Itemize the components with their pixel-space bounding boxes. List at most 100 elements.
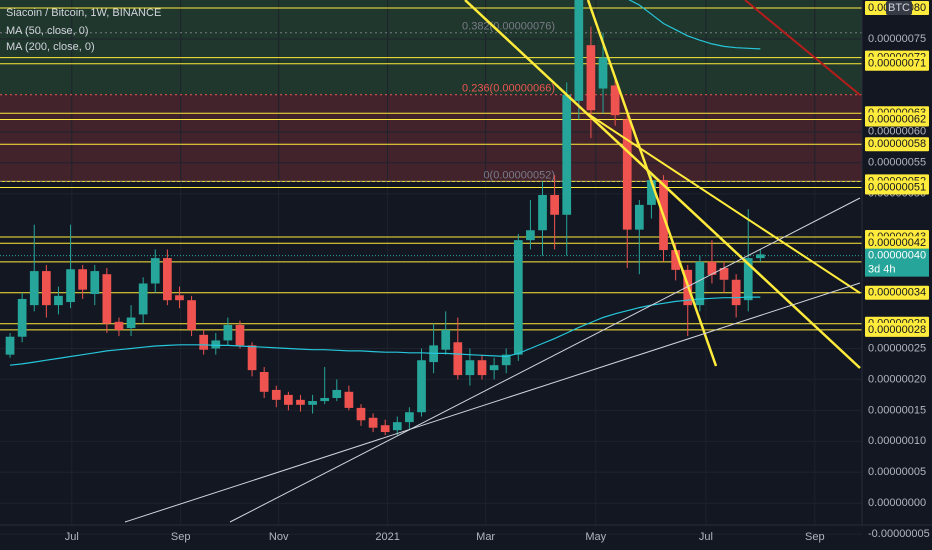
level-box <box>865 112 929 127</box>
level-label: 0.00000042 <box>868 237 926 249</box>
trend-line <box>464 0 861 369</box>
candle-body <box>163 258 172 301</box>
fib-zone <box>0 0 862 95</box>
trend-line <box>744 0 861 96</box>
candle-body <box>17 298 27 337</box>
candle-body <box>102 274 112 324</box>
candle-body <box>235 324 245 346</box>
candle-body <box>259 371 269 392</box>
fib-label: 0(0.00000052) <box>483 169 555 181</box>
level-label: 0.00000034 <box>868 287 926 299</box>
y-tick-label: 0.00000075 <box>868 33 926 45</box>
candle-body <box>719 268 729 280</box>
level-box <box>865 56 929 71</box>
level-label: 0.00000058 <box>868 138 926 150</box>
x-tick-label: Jul <box>699 531 713 543</box>
candle-body <box>29 271 39 306</box>
candle-body <box>356 407 366 421</box>
candle-body <box>707 261 717 275</box>
candle-body <box>223 324 233 341</box>
ma-line <box>9 296 761 366</box>
candle-body <box>441 329 451 350</box>
y-tick-label: 0.00000025 <box>868 342 926 354</box>
trend-line <box>124 282 861 523</box>
y-tick-label: 0.00000015 <box>868 404 926 416</box>
legend-entry: MA (50, close, 0) <box>6 25 89 37</box>
legend-entry: MA (200, close, 0) <box>6 41 95 53</box>
x-tick-label: Sep <box>171 531 191 543</box>
candle-body <box>489 365 499 371</box>
candle-body <box>513 240 523 355</box>
candle-body <box>54 295 63 306</box>
level-label: 0.00000051 <box>868 181 926 193</box>
y-tick-label: 0.00000020 <box>868 373 926 385</box>
x-tick-label: Mar <box>476 531 495 543</box>
candle-body <box>526 230 535 241</box>
candle-body <box>271 389 281 400</box>
candle-body <box>598 57 608 89</box>
x-tick-label: Jul <box>65 531 79 543</box>
currency-badge-label: BTC <box>888 2 910 14</box>
candle-body <box>586 45 596 111</box>
x-tick-label: Sep <box>805 531 825 543</box>
trend-line <box>586 0 718 367</box>
candle-body <box>550 194 559 215</box>
candle-body <box>175 295 184 301</box>
candle-body <box>332 389 342 398</box>
candle-body <box>90 271 100 295</box>
level-box <box>865 236 929 251</box>
candle-body <box>417 360 426 413</box>
candle-body <box>647 180 656 205</box>
candle-body <box>538 194 547 231</box>
fib-label: 0.382(0.00000076) <box>462 21 555 33</box>
candle-body <box>610 85 620 116</box>
y-tick-label: 0.00000000 <box>868 497 926 509</box>
y-tick-label: 0.00000055 <box>868 157 926 169</box>
level-label: 0.00000062 <box>868 113 926 125</box>
candle-body <box>731 279 741 306</box>
candle-body <box>501 354 511 366</box>
candle-body <box>405 412 414 423</box>
candle-body <box>574 0 584 101</box>
candle-body <box>755 254 765 259</box>
last-price-label: 0.00000040 <box>868 250 926 262</box>
candle-body <box>477 360 487 376</box>
candle-body <box>211 340 221 349</box>
candle-body <box>320 397 330 402</box>
y-tick-label: -0.00000005 <box>868 528 930 540</box>
fib-label: 0.236(0.00000066) <box>462 83 555 95</box>
candle-body <box>671 250 680 270</box>
candle-body <box>66 269 75 303</box>
last-price-box <box>865 248 929 277</box>
y-tick-label: 0.00000010 <box>868 435 926 447</box>
candle-body <box>296 399 305 405</box>
candle-body <box>78 269 88 290</box>
x-tick-label: Nov <box>269 531 289 543</box>
candle-body <box>126 317 136 329</box>
candle-body <box>622 119 632 230</box>
countdown: 3d 4h <box>868 264 896 276</box>
level-box <box>865 285 929 300</box>
y-tick-label: 0.00000060 <box>868 126 926 138</box>
candle-body <box>634 204 644 230</box>
candle-body <box>392 422 402 431</box>
candle-body <box>199 334 209 350</box>
level-box <box>865 322 929 337</box>
candle-body <box>284 394 293 405</box>
level-box <box>865 180 929 195</box>
candle-body <box>308 401 317 405</box>
fib-zone <box>0 94 862 182</box>
candle-body <box>695 261 705 306</box>
candle-body <box>453 342 463 376</box>
candle-body <box>344 391 354 408</box>
candle-body <box>138 283 148 315</box>
candle-body <box>41 271 51 306</box>
level-label: 0.00000028 <box>868 324 926 336</box>
ma-line <box>628 0 761 50</box>
candle-body <box>465 360 475 376</box>
y-tick-label: 0.00000005 <box>868 466 926 478</box>
candle-body <box>380 425 390 433</box>
x-tick-label: 2021 <box>375 531 399 543</box>
level-label: 0.00000071 <box>868 58 926 70</box>
